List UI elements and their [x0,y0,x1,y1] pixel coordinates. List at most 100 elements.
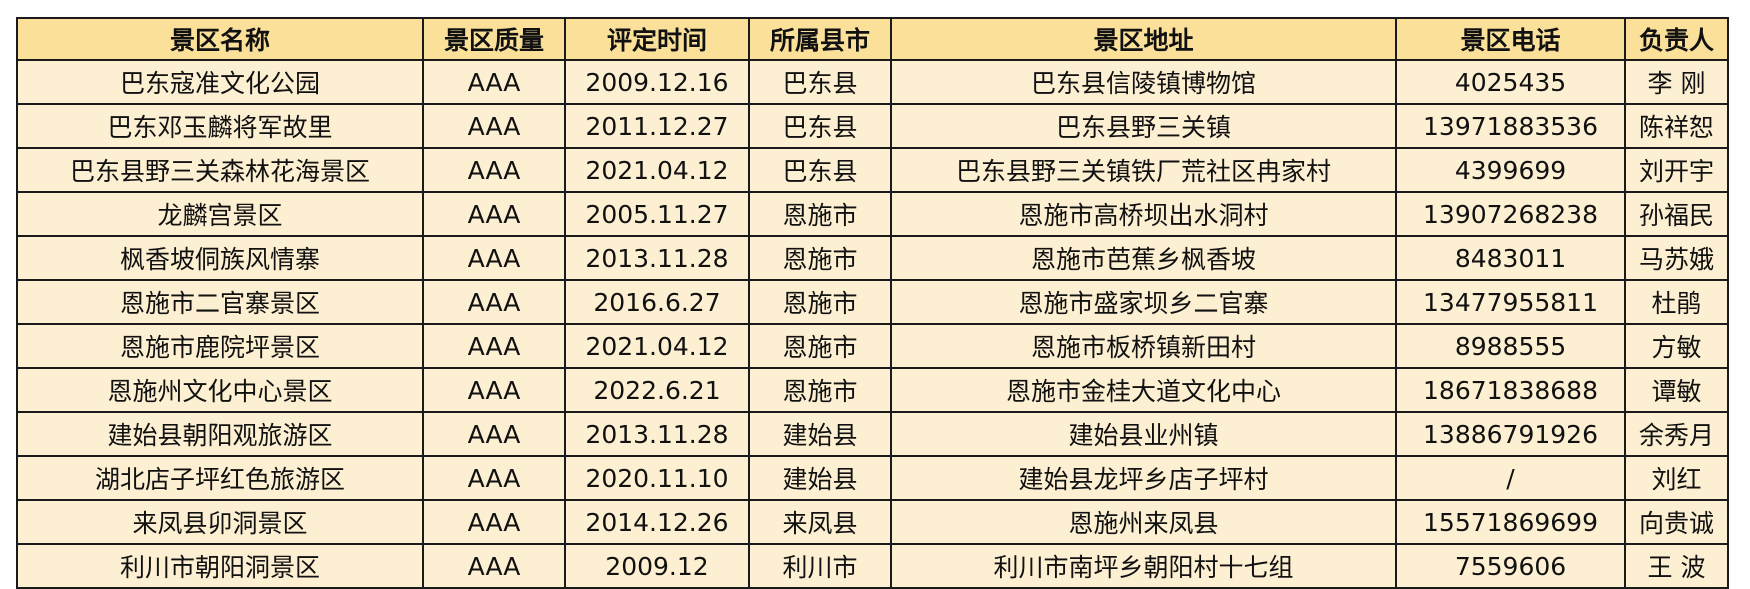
cell-phone: 4399699 [1395,147,1626,193]
cell-quality: AAA [422,543,566,589]
cell-name: 巴东县野三关森林花海景区 [16,147,424,193]
cell-rating-date: 2022.6.21 [564,367,750,413]
cell-quality: AAA [422,455,566,501]
cell-name: 巴东邓玉麟将军故里 [16,103,424,149]
column-header-rating-date: 评定时间 [564,17,750,61]
cell-county: 建始县 [748,455,892,501]
cell-county: 恩施市 [748,279,892,325]
cell-phone: / [1395,455,1626,501]
cell-phone: 8988555 [1395,323,1626,369]
cell-name: 湖北店子坪红色旅游区 [16,455,424,501]
table-body: 巴东寇准文化公园 AAA 2009.12.16 巴东县 巴东县信陵镇博物馆 4025435… [16,59,1729,589]
cell-county: 来凤县 [748,499,892,545]
cell-quality: AAA [422,147,566,193]
cell-name: 利川市朝阳洞景区 [16,543,424,589]
cell-rating-date: 2014.12.26 [564,499,750,545]
cell-rating-date: 2009.12.16 [564,59,750,105]
cell-rating-date: 2020.11.10 [564,455,750,501]
column-header-phone: 景区电话 [1395,17,1626,61]
table-row: 巴东邓玉麟将军故里 AAA 2011.12.27 巴东县 巴东县野三关镇 13971883… [16,103,1729,149]
cell-manager: 李 刚 [1624,59,1729,105]
cell-quality: AAA [422,235,566,281]
cell-manager: 陈祥恕 [1624,103,1729,149]
cell-quality: AAA [422,279,566,325]
table-row: 来凤县卯洞景区 AAA 2014.12.26 来凤县 恩施州来凤县 15571869699… [16,499,1729,545]
column-header-manager: 负责人 [1624,17,1729,61]
cell-phone: 4025435 [1395,59,1626,105]
cell-name: 来凤县卯洞景区 [16,499,424,545]
cell-name: 枫香坡侗族风情寨 [16,235,424,281]
cell-manager: 谭敏 [1624,367,1729,413]
table-row: 建始县朝阳观旅游区 AAA 2013.11.28 建始县 建始县业州镇 138867919… [16,411,1729,457]
column-header-quality: 景区质量 [422,17,566,61]
cell-manager: 方敏 [1624,323,1729,369]
cell-county: 建始县 [748,411,892,457]
cell-manager: 向贵诚 [1624,499,1729,545]
cell-address: 利川市南坪乡朝阳村十七组 [890,543,1397,589]
table-row: 巴东寇准文化公园 AAA 2009.12.16 巴东县 巴东县信陵镇博物馆 4025435… [16,59,1729,105]
cell-address: 恩施州来凤县 [890,499,1397,545]
cell-manager: 杜鹃 [1624,279,1729,325]
cell-quality: AAA [422,411,566,457]
cell-phone: 18671838688 [1395,367,1626,413]
cell-rating-date: 2021.04.12 [564,323,750,369]
cell-manager: 孙福民 [1624,191,1729,237]
table-row: 恩施市鹿院坪景区 AAA 2021.04.12 恩施市 恩施市板桥镇新田村 8988555… [16,323,1729,369]
cell-address: 恩施市芭蕉乡枫香坡 [890,235,1397,281]
cell-address: 巴东县野三关镇 [890,103,1397,149]
header-row: 景区名称 景区质量 评定时间 所属县市 景区地址 景区电话 负责人 [16,17,1729,61]
cell-name: 建始县朝阳观旅游区 [16,411,424,457]
cell-manager: 刘红 [1624,455,1729,501]
cell-county: 恩施市 [748,191,892,237]
column-header-address: 景区地址 [890,17,1397,61]
cell-phone: 15571869699 [1395,499,1626,545]
cell-phone: 13886791926 [1395,411,1626,457]
cell-phone: 13907268238 [1395,191,1626,237]
table-row: 枫香坡侗族风情寨 AAA 2013.11.28 恩施市 恩施市芭蕉乡枫香坡 8483011… [16,235,1729,281]
cell-rating-date: 2009.12 [564,543,750,589]
cell-manager: 王 波 [1624,543,1729,589]
cell-address: 恩施市高桥坝出水洞村 [890,191,1397,237]
cell-quality: AAA [422,191,566,237]
cell-name: 恩施市鹿院坪景区 [16,323,424,369]
cell-phone: 13971883536 [1395,103,1626,149]
cell-quality: AAA [422,103,566,149]
cell-county: 恩施市 [748,235,892,281]
cell-county: 恩施市 [748,323,892,369]
cell-county: 巴东县 [748,147,892,193]
cell-rating-date: 2013.11.28 [564,235,750,281]
cell-manager: 余秀月 [1624,411,1729,457]
cell-address: 恩施市板桥镇新田村 [890,323,1397,369]
cell-name: 巴东寇准文化公园 [16,59,424,105]
cell-manager: 刘开宇 [1624,147,1729,193]
cell-rating-date: 2011.12.27 [564,103,750,149]
cell-county: 利川市 [748,543,892,589]
cell-address: 恩施市金桂大道文化中心 [890,367,1397,413]
cell-phone: 8483011 [1395,235,1626,281]
cell-county: 巴东县 [748,59,892,105]
cell-quality: AAA [422,499,566,545]
cell-rating-date: 2016.6.27 [564,279,750,325]
cell-name: 龙麟宫景区 [16,191,424,237]
table-row: 恩施市二官寨景区 AAA 2016.6.27 恩施市 恩施市盛家坝乡二官寨 1347795… [16,279,1729,325]
cell-address: 建始县业州镇 [890,411,1397,457]
cell-address: 巴东县野三关镇铁厂荒社区冉家村 [890,147,1397,193]
cell-phone: 13477955811 [1395,279,1626,325]
cell-quality: AAA [422,59,566,105]
scenic-spots-table: 景区名称 景区质量 评定时间 所属县市 景区地址 景区电话 负责人 巴东寇准文化公园 AAA 2… [16,17,1729,589]
cell-rating-date: 2005.11.27 [564,191,750,237]
cell-address: 建始县龙坪乡店子坪村 [890,455,1397,501]
column-header-name: 景区名称 [16,17,424,61]
cell-name: 恩施州文化中心景区 [16,367,424,413]
table-row: 利川市朝阳洞景区 AAA 2009.12 利川市 利川市南坪乡朝阳村十七组 7559606… [16,543,1729,589]
table-row: 巴东县野三关森林花海景区 AAA 2021.04.12 巴东县 巴东县野三关镇铁厂荒社区… [16,147,1729,193]
cell-rating-date: 2021.04.12 [564,147,750,193]
cell-county: 恩施市 [748,367,892,413]
cell-manager: 马苏娥 [1624,235,1729,281]
cell-quality: AAA [422,367,566,413]
cell-county: 巴东县 [748,103,892,149]
cell-rating-date: 2013.11.28 [564,411,750,457]
table-row: 湖北店子坪红色旅游区 AAA 2020.11.10 建始县 建始县龙坪乡店子坪村 / 刘红 [16,455,1729,501]
cell-address: 巴东县信陵镇博物馆 [890,59,1397,105]
table-row: 恩施州文化中心景区 AAA 2022.6.21 恩施市 恩施市金桂大道文化中心 18671… [16,367,1729,413]
